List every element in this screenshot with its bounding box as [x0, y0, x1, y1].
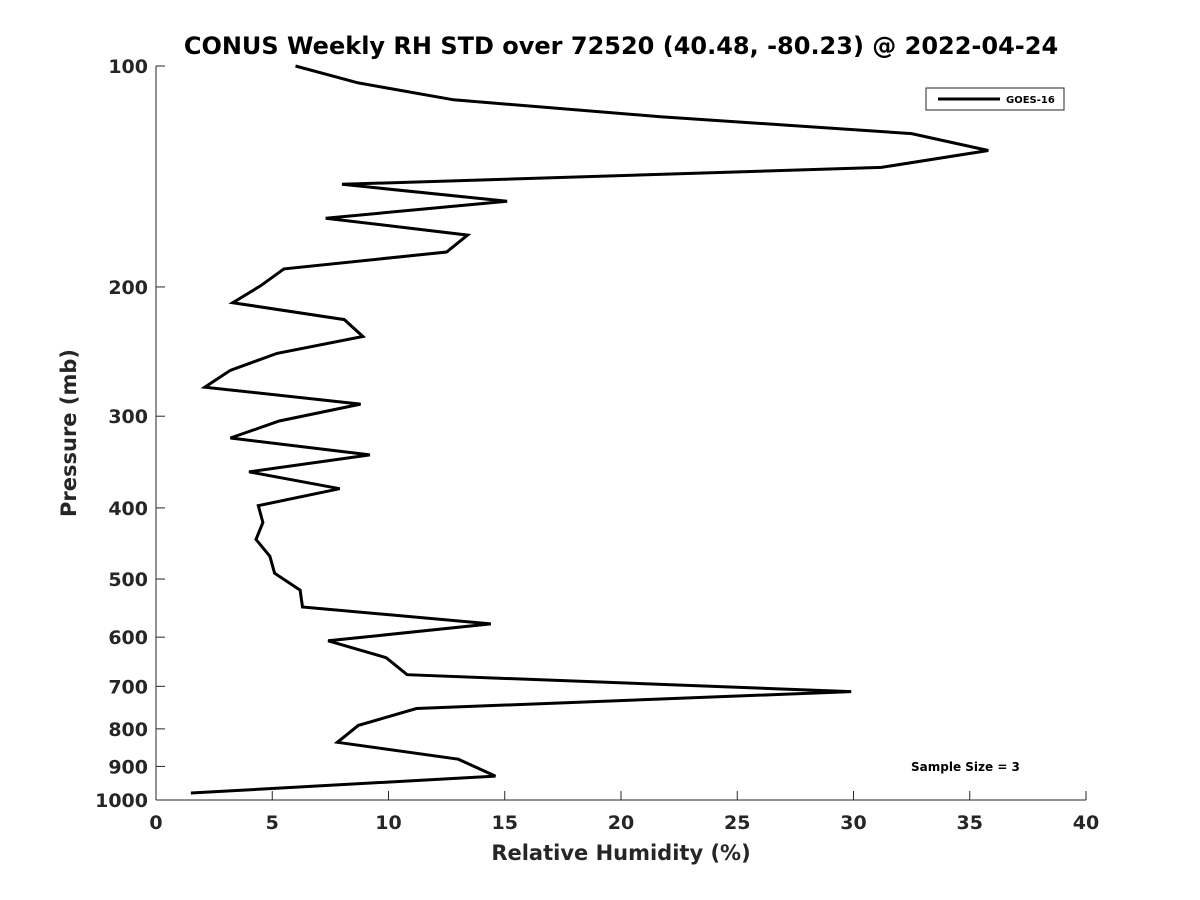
x-tick-label: 10: [375, 812, 401, 834]
x-tick-label: 30: [840, 812, 866, 834]
x-axis-label: Relative Humidity (%): [491, 841, 750, 865]
y-tick-label: 600: [108, 627, 148, 649]
x-tick-label: 40: [1073, 812, 1099, 834]
y-tick-label: 500: [108, 569, 148, 591]
x-ticks: 0 5 10 15 20 25 30 35 40: [149, 791, 1099, 834]
y-tick-label: 700: [108, 676, 148, 698]
legend: GOES-16: [925, 87, 1065, 111]
series-line-goes-16: [190, 64, 989, 795]
x-tick-label: 5: [266, 812, 279, 834]
y-tick-label: 1000: [95, 790, 148, 812]
sample-size-annotation: Sample Size = 3: [911, 760, 1020, 774]
y-tick-label: 100: [108, 56, 148, 78]
y-tick-label: 400: [108, 498, 148, 520]
y-ticks: 100 200 300 400 500 600 700 800 900 1000: [95, 56, 165, 812]
y-tick-label: 200: [108, 277, 148, 299]
x-tick-label: 35: [957, 812, 983, 834]
x-tick-label: 15: [492, 812, 518, 834]
chart-title: CONUS Weekly RH STD over 72520 (40.48, -…: [184, 32, 1058, 60]
x-tick-label: 25: [724, 812, 750, 834]
x-tick-label: 20: [608, 812, 634, 834]
y-tick-label: 300: [108, 406, 148, 428]
legend-entry-goes-16: GOES-16: [1006, 95, 1055, 106]
y-tick-label: 800: [108, 719, 148, 741]
x-tick-label: 0: [149, 812, 162, 834]
y-axis-label: Pressure (mb): [57, 349, 81, 517]
y-tick-label: 900: [108, 756, 148, 778]
